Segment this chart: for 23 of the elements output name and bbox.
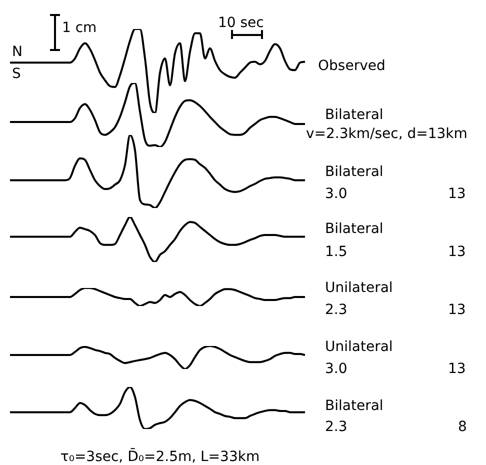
text: Bilateral	[325, 107, 384, 123]
text: 3.0	[325, 186, 348, 202]
annotation: v=2.3km/sec, d=13km	[306, 126, 468, 142]
text: 1.5	[325, 244, 348, 260]
annotation: N	[12, 44, 22, 60]
annotation: 1 cm	[62, 20, 97, 36]
text: Bilateral	[325, 221, 384, 237]
text: 13	[448, 244, 466, 260]
text: 13	[448, 302, 466, 318]
text: Bilateral	[325, 164, 384, 180]
text: Unilateral	[325, 339, 393, 355]
text: Bilateral	[325, 398, 384, 414]
annotation: 10 sec	[218, 15, 264, 31]
text: τ₀=3sec, D̄₀=2.5m, L=33km	[60, 449, 260, 465]
text: 2.3	[325, 419, 348, 435]
text: 3.0	[325, 361, 348, 377]
text: Observed	[318, 58, 386, 74]
text: 2.3	[325, 302, 348, 318]
annotation: S	[12, 66, 21, 82]
text: Unilateral	[325, 280, 393, 296]
text: 13	[448, 186, 466, 202]
text: 13	[448, 361, 466, 377]
text: 8	[458, 419, 467, 435]
